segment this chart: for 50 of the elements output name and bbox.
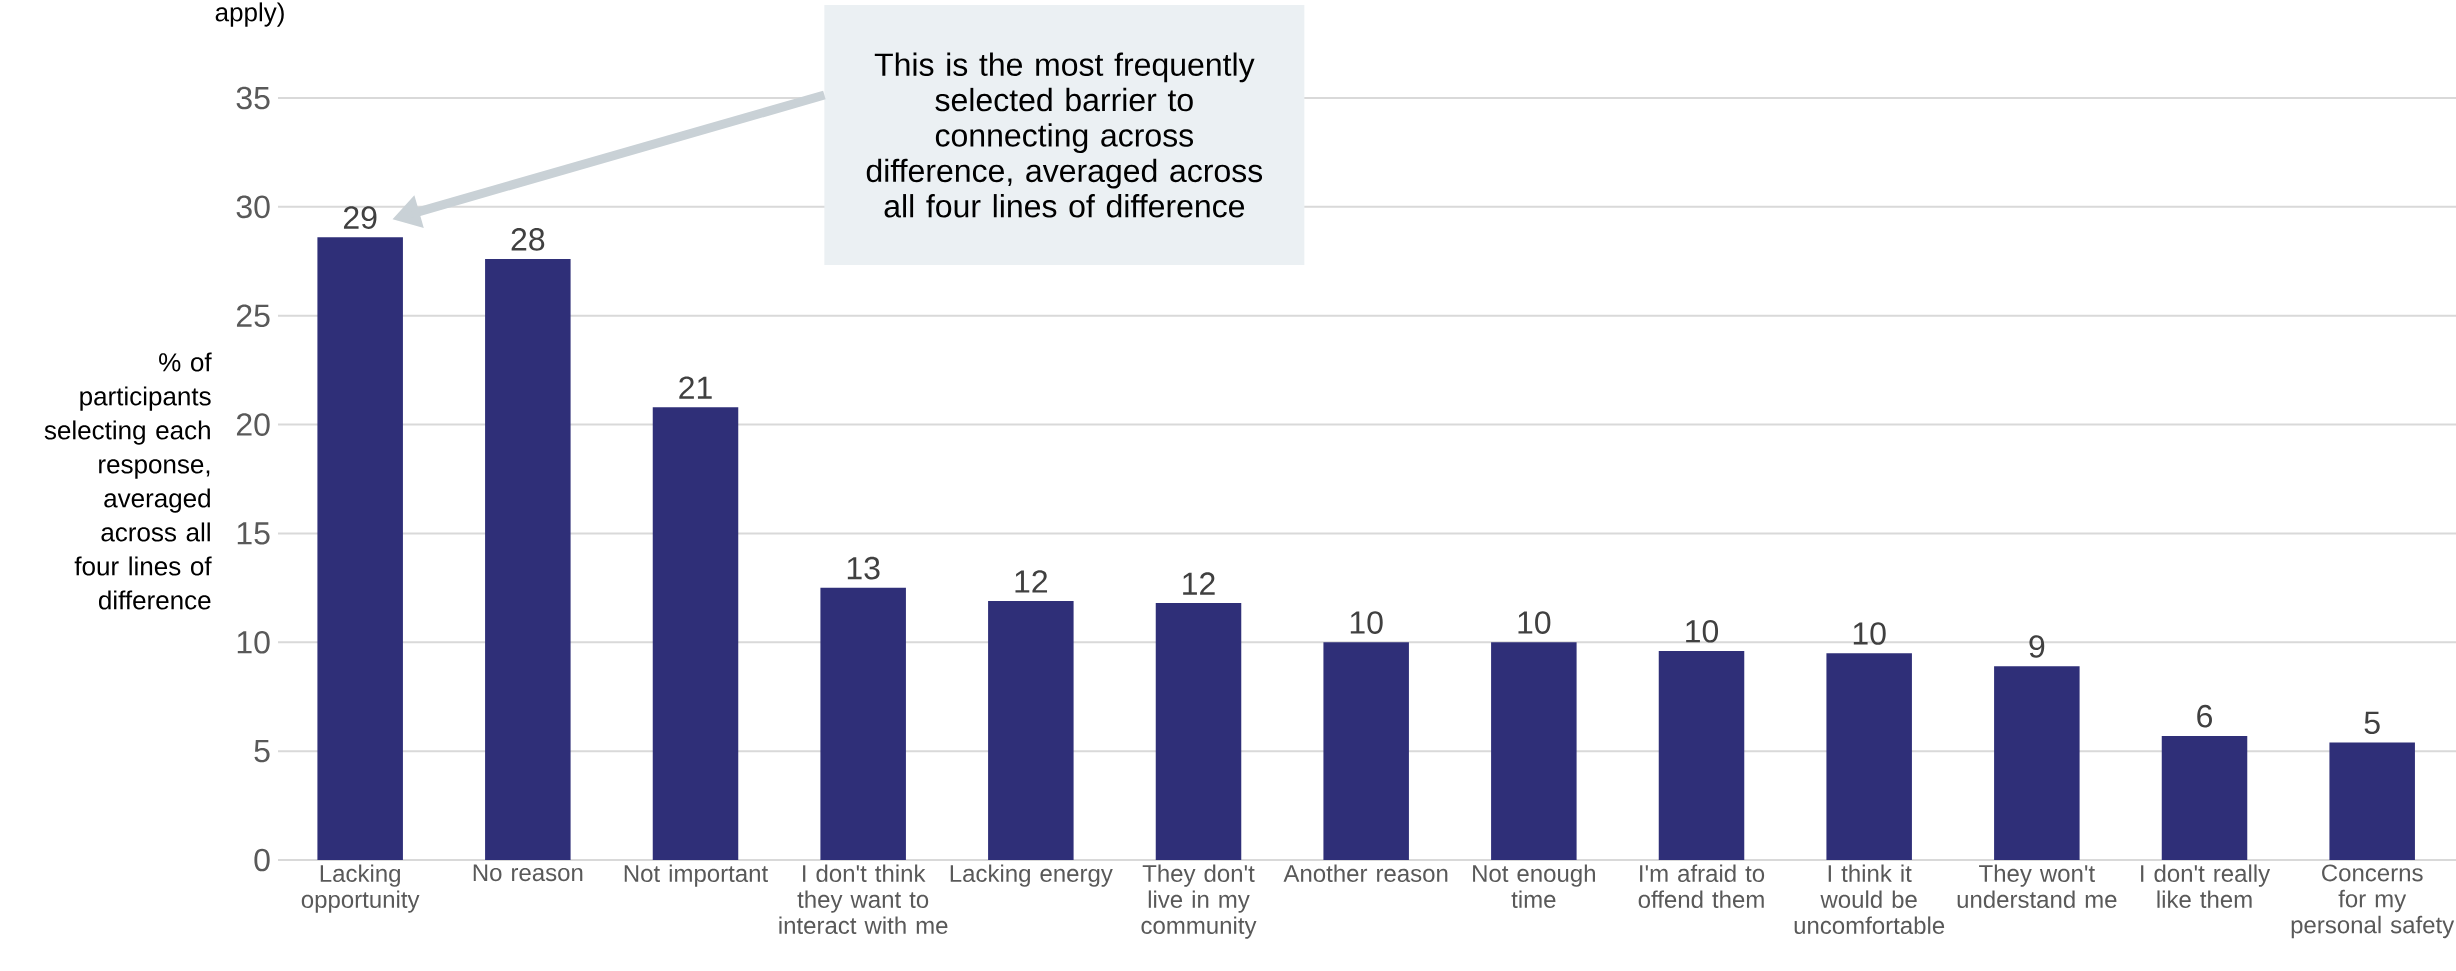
y-tick-label: 25 <box>236 304 270 328</box>
x-tick-label: No reason <box>473 864 583 882</box>
data-label: 12 <box>1015 570 1048 593</box>
x-tick-label: Another reason <box>1283 864 1448 883</box>
data-label: 10 <box>1518 611 1551 634</box>
x-tick-label: Not important <box>624 864 768 887</box>
data-label: 9 <box>2029 635 2045 658</box>
annotation: This is the most frequently selected barrier to connecting across difference, averaged across all four lines of difference <box>866 52 1263 218</box>
data-label: 29 <box>343 206 377 229</box>
x-tick-label: They don't live in my community <box>1141 864 1257 939</box>
x-tick-label: Lacking energy <box>950 864 1113 887</box>
x-tick-label: I don't really like them <box>2141 864 2271 909</box>
data-label: 5 <box>2364 711 2380 735</box>
x-tick-label: I don't think they want to interact with me <box>779 864 948 935</box>
data-label: 10 <box>1350 611 1383 634</box>
y-tick-label: 20 <box>236 413 270 436</box>
x-tick-label: Concerns for my personal safety <box>2291 864 2455 939</box>
bar <box>652 407 739 860</box>
data-label: 6 <box>2197 704 2212 728</box>
y-tick-label: 15 <box>237 522 270 545</box>
bar <box>1323 642 1409 860</box>
bar <box>2329 742 2415 860</box>
x-tick-label: I think it would be uncomfortable <box>1794 864 1945 935</box>
y-tick-label: 0 <box>254 848 270 872</box>
bar <box>1826 653 1912 860</box>
x-tick-label: Not enough time <box>1473 864 1595 909</box>
y-tick-label: 10 <box>237 630 270 654</box>
data-label: 10 <box>1853 622 1886 645</box>
data-label: 10 <box>1686 619 1719 643</box>
y-tick-label: 35 <box>236 86 270 110</box>
bar <box>988 600 1074 860</box>
bar <box>317 237 403 860</box>
data-label: 12 <box>1183 572 1215 595</box>
bar <box>1491 642 1577 860</box>
data-label: 28 <box>511 228 545 251</box>
y-tick-label: 30 <box>236 195 270 219</box>
y-axis-title: % of participants selecting each response, averaged across all four lines of difference <box>44 352 212 610</box>
bar <box>1994 666 2080 860</box>
bar <box>485 259 571 860</box>
bar <box>1155 603 1242 860</box>
y-tick-label: 5 <box>254 739 270 763</box>
text: apply) <box>215 2 284 27</box>
bar <box>1658 651 1745 860</box>
x-tick-label: They won't understand me <box>1957 864 2117 909</box>
bar <box>820 587 906 860</box>
x-tick-label: Lacking opportunity <box>301 864 420 913</box>
bar <box>2161 735 2248 860</box>
x-tick-label: I'm afraid to offend them <box>1638 864 1765 909</box>
data-label: 13 <box>847 556 880 580</box>
data-label: 21 <box>679 376 712 399</box>
